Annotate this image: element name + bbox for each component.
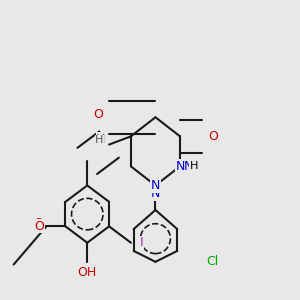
Text: H: H <box>96 133 106 146</box>
Text: O: O <box>34 220 44 233</box>
Text: O: O <box>208 130 218 143</box>
Text: O: O <box>93 108 103 121</box>
Text: I: I <box>140 236 144 249</box>
Text: O: O <box>33 217 43 230</box>
Text: N: N <box>151 187 160 200</box>
Text: OH: OH <box>78 266 97 279</box>
Text: N: N <box>184 160 193 173</box>
Text: N: N <box>175 160 185 173</box>
Text: N: N <box>151 179 160 192</box>
Text: Cl: Cl <box>207 255 219 268</box>
Text: H: H <box>95 136 104 146</box>
Text: H: H <box>189 161 198 171</box>
